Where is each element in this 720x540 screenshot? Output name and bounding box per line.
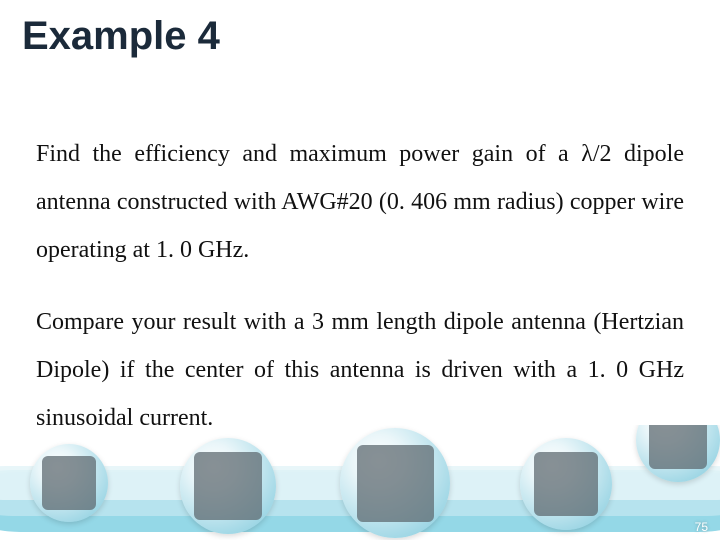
paragraph-1: Find the efficiency and maximum power ga… [36, 130, 684, 274]
slide-title: Example 4 [22, 14, 220, 59]
bubble-truck-icon [340, 428, 450, 538]
bubble-phone-icon [30, 444, 108, 522]
slide: Example 4 Find the efficiency and maximu… [0, 0, 720, 540]
bubble-lineman-icon [180, 438, 276, 534]
body-text: Find the efficiency and maximum power ga… [36, 130, 684, 466]
bubble-pylon-icon [520, 438, 612, 530]
paragraph-2: Compare your result with a 3 mm length d… [36, 298, 684, 442]
decorative-band [0, 425, 720, 540]
page-number: 75 [695, 520, 708, 534]
